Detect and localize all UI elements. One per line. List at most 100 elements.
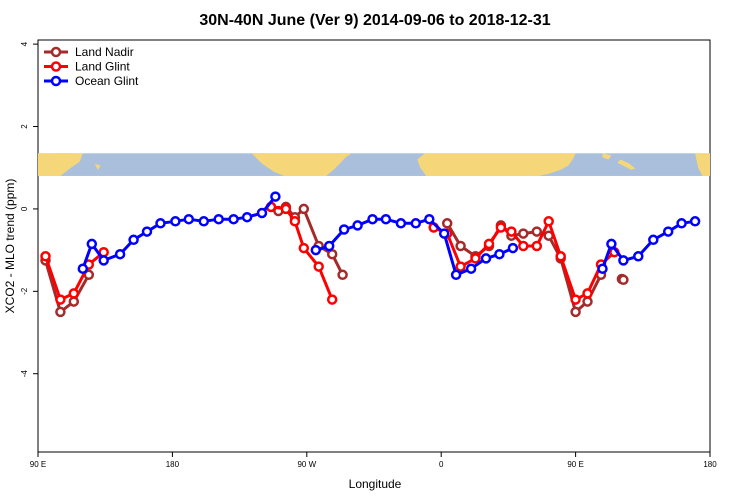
data-point xyxy=(298,203,310,215)
data-point xyxy=(618,255,629,266)
data-point xyxy=(68,296,80,307)
data-point xyxy=(441,218,453,229)
x-tick-label: 180 xyxy=(703,460,717,469)
data-point xyxy=(597,263,608,274)
data-point xyxy=(256,207,268,219)
data-point xyxy=(518,228,529,239)
data-point xyxy=(570,306,581,318)
x-tick-label: 0 xyxy=(439,460,444,469)
data-point xyxy=(582,288,593,299)
data-point xyxy=(326,248,338,260)
data-point xyxy=(155,218,166,229)
data-point xyxy=(582,296,593,307)
data-point xyxy=(367,213,378,225)
data-point xyxy=(170,216,181,227)
data-point xyxy=(618,274,629,286)
x-axis: 90 E 180 90 W 0 90 E 180 xyxy=(30,452,717,469)
legend-marker xyxy=(50,75,62,87)
world-map-strip xyxy=(38,153,710,176)
data-point xyxy=(570,294,581,305)
data-point xyxy=(40,251,51,262)
data-point xyxy=(68,288,80,299)
data-point xyxy=(86,238,98,250)
data-point xyxy=(633,251,644,262)
data-point xyxy=(507,242,519,254)
map-land-patch xyxy=(493,167,504,176)
series-line xyxy=(44,259,91,314)
data-point xyxy=(543,216,554,227)
data-point xyxy=(323,240,335,252)
x-tick-label: 90 W xyxy=(297,460,316,469)
x-tick-label: 90 E xyxy=(567,460,583,469)
x-tick-label: 180 xyxy=(166,460,180,469)
series-ocean-glint xyxy=(77,191,701,281)
y-axis: 4 2 0 -2 -4 xyxy=(20,41,38,377)
map-land-patch xyxy=(94,163,101,170)
map-land-patch xyxy=(617,159,636,170)
map-land-patch xyxy=(695,153,710,176)
data-point xyxy=(289,216,301,227)
map-land-patch xyxy=(444,162,460,169)
x-tick-label: 90 E xyxy=(30,460,46,469)
chart-title: 30N-40N June (Ver 9) 2014-09-06 to 2018-… xyxy=(199,12,550,29)
data-point xyxy=(213,213,224,225)
data-point xyxy=(395,218,407,229)
data-point xyxy=(298,242,310,254)
data-point xyxy=(114,248,126,260)
map-land-patch xyxy=(417,153,576,176)
y-tick-label: -4 xyxy=(20,370,29,378)
data-point xyxy=(380,213,392,225)
x-axis-label: Longitude xyxy=(349,477,402,491)
data-point xyxy=(555,251,566,262)
data-point xyxy=(465,263,477,274)
data-point xyxy=(410,218,422,229)
data-point xyxy=(55,294,66,305)
legend-label: Ocean Glint xyxy=(75,74,139,88)
y-axis-label: XCO2 - MLO trend (ppm) xyxy=(3,179,17,314)
data-point xyxy=(438,228,450,239)
map-land-patch xyxy=(52,153,71,160)
data-point xyxy=(424,213,435,225)
data-point xyxy=(55,306,66,318)
legend-marker xyxy=(50,46,62,58)
data-point xyxy=(495,222,507,233)
data-point xyxy=(483,238,495,250)
data-point xyxy=(450,269,462,281)
data-point xyxy=(280,203,292,215)
data-point xyxy=(494,248,505,260)
plot-frame xyxy=(37,39,711,453)
map-land-patch xyxy=(38,153,83,176)
data-point xyxy=(326,294,338,305)
y-tick-label: 4 xyxy=(20,41,29,46)
data-point xyxy=(506,226,517,237)
series-layer xyxy=(40,191,701,318)
data-point xyxy=(531,240,543,252)
data-point xyxy=(689,216,701,227)
series-line xyxy=(270,205,334,301)
data-point xyxy=(676,218,687,229)
y-tick-label: 0 xyxy=(20,206,29,211)
data-point xyxy=(470,253,481,264)
data-point xyxy=(606,238,617,250)
data-point xyxy=(531,226,543,237)
data-point xyxy=(455,261,466,272)
data-point xyxy=(128,234,139,246)
legend-label: Land Nadir xyxy=(75,45,134,59)
data-point xyxy=(141,226,153,237)
data-point xyxy=(455,240,466,252)
data-point xyxy=(98,255,109,266)
map-land-patch xyxy=(602,153,612,160)
data-point xyxy=(198,216,210,227)
data-point xyxy=(480,253,492,264)
y-tick-label: 2 xyxy=(20,124,29,129)
data-point xyxy=(662,226,674,237)
data-point xyxy=(241,211,253,223)
data-point xyxy=(270,191,281,202)
data-point xyxy=(352,220,363,231)
data-point xyxy=(518,240,529,252)
map-land-patch xyxy=(251,153,352,176)
data-point xyxy=(77,263,89,274)
y-tick-label: -2 xyxy=(20,287,29,295)
